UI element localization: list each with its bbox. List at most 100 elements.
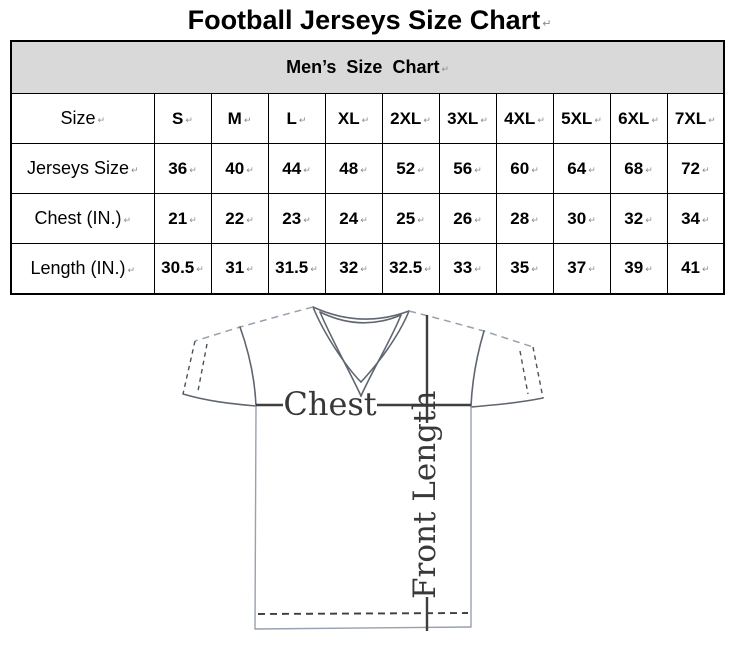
value-cell: 34 ↵ [666, 193, 725, 244]
value-cell: 25 ↵ [381, 193, 440, 244]
left-armhole-seam [239, 325, 257, 407]
column-header-cell: 3XL ↵ [438, 93, 497, 144]
paragraph-mark-icon: ↵ [531, 215, 539, 226]
value-text: 25 [396, 208, 416, 228]
jersey-diagram-svg: Chest Front Length [182, 305, 544, 631]
value-cell: 41 ↵ [666, 243, 725, 294]
jersey-measurement-diagram: Chest Front Length [150, 298, 590, 648]
body-left-edge [254, 404, 257, 630]
value-text: 24 [339, 208, 359, 228]
column-header-row: Size ↵ S ↵ M ↵ L ↵ XL ↵ 2XL ↵ 3XL ↵ 4XL ↵ 5XL ↵ 6XL ↵ 7XL ↵ [10, 93, 725, 144]
paragraph-mark-icon: ↵ [360, 165, 368, 176]
paragraph-mark-icon: ↵ [303, 165, 311, 176]
value-text: 32 [339, 258, 359, 278]
value-text: 41 [681, 258, 700, 278]
column-header-text: 4XL [504, 108, 536, 128]
right-sleeve-cuff-edge [532, 346, 544, 398]
paragraph-mark-icon: ↵ [701, 215, 710, 226]
value-text: 32 [624, 208, 644, 228]
paragraph-mark-icon: ↵ [303, 215, 311, 226]
paragraph-mark-icon: ↵ [417, 215, 425, 226]
value-text: 28 [510, 208, 530, 228]
right-armhole-seam [470, 329, 485, 407]
value-cell: 48 ↵ [324, 143, 383, 194]
chest-label: Chest [283, 385, 376, 423]
column-header-text: Size [60, 108, 96, 128]
column-header-cell: L ↵ [267, 93, 326, 144]
value-cell: 30 ↵ [552, 193, 611, 244]
paragraph-mark-icon: ↵ [645, 215, 653, 226]
value-cell: 33 ↵ [438, 243, 497, 294]
value-cell: 60 ↵ [495, 143, 554, 194]
paragraph-mark-icon: ↵ [594, 115, 602, 126]
paragraph-mark-icon: ↵ [185, 115, 193, 126]
column-header-cell: XL ↵ [324, 93, 383, 144]
value-cell: 37 ↵ [552, 243, 611, 294]
value-cell: 32.5 ↵ [381, 243, 440, 294]
left-sleeve-stitch-line [197, 343, 208, 391]
column-header-text: M [227, 108, 242, 128]
column-header-cell: 5XL ↵ [552, 93, 611, 144]
paragraph-mark-icon: ↵ [708, 115, 716, 126]
column-header-cell: M ↵ [210, 93, 269, 144]
paragraph-mark-icon: ↵ [537, 115, 545, 126]
value-cell: 32 ↵ [609, 193, 668, 244]
page-title-text: Football Jerseys Size Chart [187, 5, 541, 35]
collar-back-outer-line [312, 305, 410, 320]
row-label-cell: Jerseys Size ↵ [10, 143, 155, 194]
column-header-text: 6XL [618, 108, 650, 128]
paragraph-mark-icon: ↵ [246, 165, 254, 176]
left-shoulder-edge [194, 305, 314, 342]
collar-back-inner-line [319, 310, 402, 324]
column-header-text: 7XL [674, 108, 707, 128]
value-cell: 31.5 ↵ [267, 243, 326, 294]
value-text: 48 [339, 158, 359, 178]
value-text: 31.5 [275, 258, 309, 278]
paragraph-mark-icon: ↵ [97, 116, 106, 126]
paragraph-mark-icon: ↵ [480, 115, 488, 126]
column-header-cell: 2XL ↵ [381, 93, 440, 144]
paragraph-mark-icon: ↵ [131, 166, 139, 176]
value-text: 64 [567, 158, 587, 178]
value-text: 35 [510, 258, 530, 278]
hem-dashed-line [257, 611, 469, 615]
value-text: 52 [396, 158, 416, 178]
value-text: 33 [453, 258, 473, 278]
value-cell: 23 ↵ [267, 193, 326, 244]
value-cell: 31 ↵ [210, 243, 269, 294]
value-text: 60 [510, 158, 530, 178]
value-text: 30 [567, 208, 587, 228]
paragraph-mark-icon: ↵ [701, 165, 710, 176]
body-bottom-edge [254, 625, 472, 630]
column-header-text: L [286, 108, 297, 128]
paragraph-mark-icon: ↵ [474, 265, 482, 276]
value-cell: 26 ↵ [438, 193, 497, 244]
row-label-cell: Chest (IN.) ↵ [10, 193, 155, 244]
paragraph-mark-icon: ↵ [361, 115, 370, 126]
paragraph-mark-icon: ↵ [423, 115, 431, 126]
page-title: Football Jerseys Size Chart ↵ [0, 0, 739, 40]
row-label-text: Jerseys Size [26, 158, 129, 178]
left-sleeve-cuff-edge [182, 340, 196, 394]
value-text: 36 [168, 158, 188, 178]
paragraph-mark-icon: ↵ [246, 265, 254, 276]
value-cell: 30.5 ↵ [153, 243, 212, 294]
value-text: 37 [567, 258, 587, 278]
paragraph-mark-icon: ↵ [474, 165, 482, 176]
paragraph-mark-icon: ↵ [588, 165, 596, 176]
right-sleeve-stitch-line [519, 350, 529, 394]
paragraph-mark-icon: ↵ [298, 115, 307, 126]
value-text: 44 [282, 158, 302, 178]
paragraph-mark-icon: ↵ [651, 115, 659, 126]
value-cell: 22 ↵ [210, 193, 269, 244]
paragraph-mark-icon: ↵ [424, 265, 432, 276]
value-cell: 68 ↵ [609, 143, 668, 194]
value-text: 56 [453, 158, 473, 178]
column-header-cell: S ↵ [153, 93, 212, 144]
paragraph-mark-icon: ↵ [588, 265, 596, 276]
table-row: Chest (IN.) ↵ 21 ↵ 22 ↵ 23 ↵ 24 ↵ 25 ↵ 26 ↵ 28 ↵ 30 ↵ 32 ↵ 3… [10, 193, 725, 244]
paragraph-mark-icon: ↵ [196, 265, 204, 276]
value-cell: 64 ↵ [552, 143, 611, 194]
section-header-text: Men’s Size Chart [286, 57, 440, 77]
value-cell: 24 ↵ [324, 193, 383, 244]
